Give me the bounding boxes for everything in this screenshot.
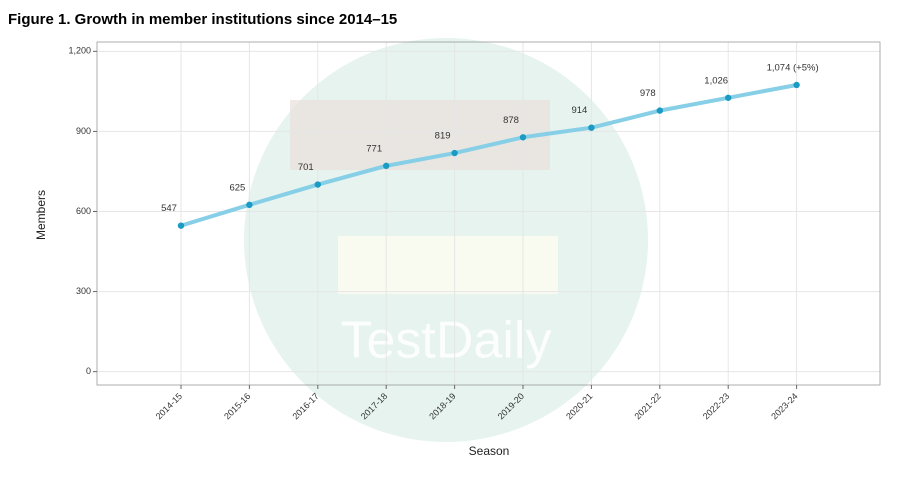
data-label: 701: [298, 162, 314, 173]
y-tick-label: 900: [76, 126, 91, 136]
data-line: [179, 82, 799, 228]
x-tick-label: 2014-15: [154, 391, 184, 421]
x-tick-label: 2023-24: [769, 391, 799, 421]
data-label: 914: [571, 105, 587, 116]
data-point: [314, 181, 321, 188]
x-axis-title: Season: [469, 444, 510, 458]
data-point: [177, 222, 185, 229]
data-point: [656, 107, 663, 114]
data-point: [246, 201, 253, 209]
data-point: [588, 124, 595, 131]
y-tick-label: 1,200: [68, 46, 91, 56]
data-point: [451, 149, 458, 157]
data-label: 1,026: [704, 75, 728, 86]
data-point: [725, 94, 732, 101]
y-tick-label: 600: [76, 206, 91, 216]
data-label: 878: [503, 115, 519, 126]
data-point: [793, 81, 800, 89]
x-tick-label: 2015-16: [222, 391, 252, 421]
x-tick-label: 2022-23: [701, 391, 731, 421]
data-label: 819: [435, 131, 451, 142]
chart-title: Figure 1. Growth in member institutions …: [8, 11, 397, 28]
data-label: 547: [161, 203, 177, 214]
watermark-text: TestDaily: [341, 312, 552, 370]
x-tick-label: 2016-17: [290, 391, 320, 421]
y-tick-label: 300: [76, 286, 91, 296]
data-label: 771: [366, 143, 382, 154]
watermark-scroll: [338, 236, 558, 294]
x-tick-label: 2021-22: [632, 391, 662, 421]
y-tick-label: 0: [86, 366, 91, 376]
data-point: [519, 134, 527, 141]
y-axis-title: Members: [34, 190, 48, 240]
data-label: 978: [640, 88, 656, 99]
data-point: [383, 162, 390, 170]
data-label: 625: [229, 182, 245, 193]
data-label: 1,074 (+5%): [767, 62, 819, 73]
plot-frame: [96, 41, 881, 386]
